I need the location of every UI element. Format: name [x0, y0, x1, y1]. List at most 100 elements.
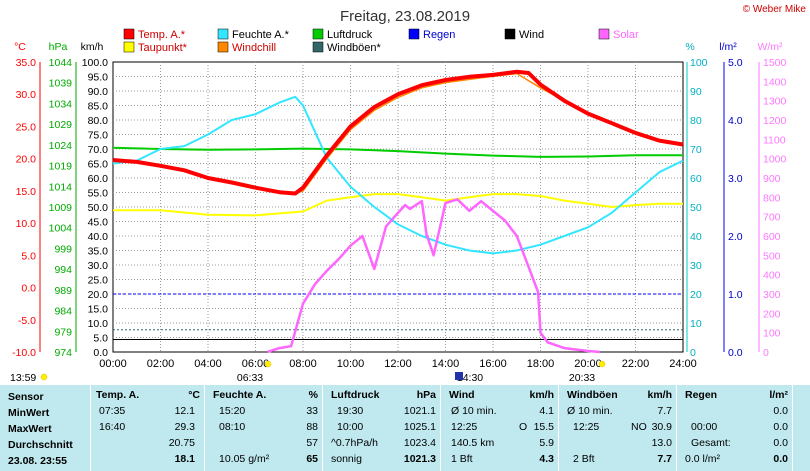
- humidity-tick-label: 40: [690, 231, 702, 243]
- rain-min-value: 0.0: [773, 405, 788, 417]
- legend-swatch: [598, 28, 610, 40]
- pressure-forecast: sonnig: [331, 453, 362, 465]
- temp-max-time: 16:40: [99, 421, 126, 433]
- wind-tick-label: 95.0: [88, 72, 109, 84]
- rain-day-sum: 0.0 l/m²: [685, 453, 721, 465]
- wind-tick-label: 15.0: [88, 304, 109, 316]
- rain-tick-label: 0.0: [728, 347, 743, 359]
- gusts-avg10-label: Ø 10 min.: [567, 405, 613, 417]
- wind-avg10-label: Ø 10 min.: [451, 405, 497, 417]
- solar-tick-label: 900: [763, 173, 781, 185]
- temp-min-value: 12.1: [174, 405, 195, 417]
- sun-icon: [264, 360, 272, 368]
- rain-max-time: 00:00: [691, 421, 718, 433]
- pressure-avg-value: 1023.4: [403, 437, 436, 449]
- wind-tick-label: 55.0: [88, 188, 109, 200]
- series-line-solar: [267, 198, 601, 354]
- wind-tick-label: 90.0: [88, 86, 109, 98]
- humidity-header: Feuchte A.: [213, 389, 267, 401]
- rain-current-value: 0.0: [773, 453, 788, 465]
- temp-tick-label: 5.0: [21, 250, 36, 262]
- gusts-max-direction: NO: [631, 421, 647, 433]
- temp-current-value: 18.1: [174, 453, 195, 465]
- pressure-unit: hPa: [416, 389, 436, 401]
- wind-max-value: 15.5: [533, 421, 554, 433]
- legend-swatch: [123, 28, 135, 40]
- temp-unit-label: °C: [14, 41, 26, 53]
- chart-plot-area: [112, 69, 684, 354]
- sensor-column: Sensor MinWert MaxWert Durchschnitt 23.0…: [0, 385, 90, 471]
- pressure-max-time: 10:00: [337, 421, 364, 433]
- avg-row-label: Durchschnitt: [8, 439, 73, 451]
- x-tick-label: 24:00: [669, 358, 697, 370]
- pressure-tick-label: 974: [54, 347, 72, 359]
- wind-tick-label: 35.0: [88, 246, 109, 258]
- temp-tick-label: 10.0: [16, 218, 37, 230]
- sun-icon: [40, 373, 48, 381]
- rain-tick-label: 4.0: [728, 115, 743, 127]
- solar-tick-label: 200: [763, 308, 781, 320]
- sun-event-label: 06:33: [237, 372, 263, 384]
- pressure-header: Luftdruck: [331, 389, 380, 401]
- wind-unit-label: km/h: [81, 41, 104, 53]
- temp-tick-label: 25.0: [16, 121, 37, 133]
- legend-label: Feuchte A.*: [232, 29, 290, 41]
- humidity-avg-value: 57: [306, 437, 318, 449]
- gusts-unit: km/h: [647, 389, 672, 401]
- temp-tick-label: -5.0: [18, 315, 36, 327]
- table-scroll-edge: [792, 385, 810, 471]
- pressure-tick-label: 1034: [49, 98, 73, 110]
- humidity-current-value: 65: [306, 453, 318, 465]
- solar-tick-label: 100: [763, 328, 781, 340]
- temp-tick-label: 30.0: [16, 89, 37, 101]
- wind-tick-label: 50.0: [88, 202, 109, 214]
- temp-tick-label: 20.0: [16, 154, 37, 166]
- temp-unit: °C: [188, 389, 200, 401]
- pressure-tick-label: 979: [54, 326, 72, 338]
- wind-tick-label: 45.0: [88, 217, 109, 229]
- humidity-tick-label: 60: [690, 173, 702, 185]
- humidity-tick-label: 100: [690, 57, 708, 69]
- wind-tick-label: 40.0: [88, 231, 109, 243]
- humidity-tick-label: 70: [690, 144, 702, 156]
- legend-swatch: [408, 28, 420, 40]
- legend-label: Luftdruck: [327, 29, 373, 41]
- series-line-luftdruck: [112, 146, 683, 158]
- gusts-max-time: 12:25: [573, 421, 600, 433]
- humidity-tick-label: 0: [690, 347, 696, 359]
- solar-unit-label: W/m²: [757, 41, 783, 53]
- humidity-unit-label: %: [685, 41, 694, 53]
- x-tick-label: 04:00: [194, 358, 222, 370]
- x-tick-label: 08:00: [289, 358, 317, 370]
- humidity-min-time: 15:20: [219, 405, 246, 417]
- rain-total-label: Gesamt:: [691, 437, 731, 449]
- solar-tick-label: 1200: [763, 115, 787, 127]
- chart-title: Freitag, 23.08.2019: [340, 8, 470, 25]
- temp-header: Temp. A.: [96, 389, 140, 401]
- wind-tick-label: 0.0: [93, 347, 108, 359]
- x-tick-label: 10:00: [337, 358, 365, 370]
- pressure-trend: ^0.7hPa/h: [331, 437, 378, 449]
- x-tick-label: 12:00: [384, 358, 412, 370]
- solar-tick-label: 1500: [763, 57, 787, 69]
- legend-label: Windchill: [232, 42, 276, 54]
- pressure-max-value: 1025.1: [403, 421, 436, 433]
- wind-run: 140.5 km: [451, 437, 495, 449]
- solar-tick-label: 600: [763, 231, 781, 243]
- legend-swatch: [312, 28, 324, 40]
- legend-swatch: [217, 41, 229, 53]
- series-line-feuchtea: [112, 95, 684, 255]
- gusts-avg10-value: 7.7: [657, 405, 672, 417]
- legend-label: Regen: [423, 29, 455, 41]
- legend-label: Solar: [613, 29, 639, 41]
- legend-label: Temp. A.*: [138, 29, 186, 41]
- series-line-taupunkt: [113, 193, 683, 217]
- gusts-avg-value: 13.0: [651, 437, 672, 449]
- rain-tick-label: 3.0: [728, 173, 743, 185]
- rain-tick-label: 2.0: [728, 231, 743, 243]
- legend-label: Taupunkt*: [138, 42, 188, 54]
- wind-tick-label: 5.0: [93, 333, 108, 345]
- wind-beaufort: 1 Bft: [451, 453, 473, 465]
- sensor-header: Sensor: [8, 391, 44, 403]
- solar-tick-label: 700: [763, 212, 781, 224]
